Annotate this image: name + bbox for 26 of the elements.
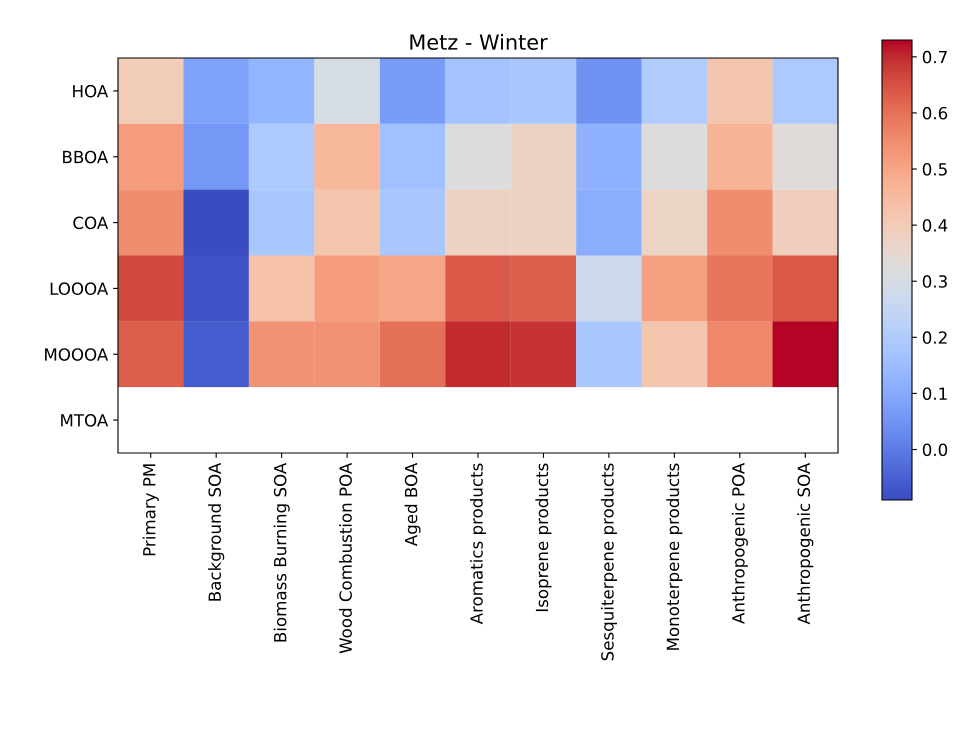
color-bar-label: 0.0 (922, 443, 948, 456)
color-bar-label: 0.1 (922, 387, 947, 400)
x-tick-label: Anthropogenic POA (732, 462, 748, 624)
color-bar-label: 0.5 (922, 162, 947, 176)
x-tick-label: Aromatics products (470, 464, 486, 624)
color-bar-label: 0.4 (922, 219, 948, 232)
y-tick-label: LOOOA (50, 282, 108, 295)
x-tick-label: Biomass Burning SOA (274, 462, 290, 642)
y-tick-label: COA (73, 216, 108, 230)
x-tick-label: Anthropogenic SOA (797, 462, 814, 624)
x-tick-label: Sesquiterpene products (600, 464, 617, 660)
y-tick-label: MOOOA (45, 348, 108, 361)
chart-title: Metz - Winter (410, 34, 548, 50)
x-tick-label: Wood Combustion POA (339, 462, 352, 654)
y-tick-label: HOA (73, 84, 108, 98)
y-tick-label: BBOA (63, 150, 108, 164)
x-tick-label: Primary PM (142, 464, 159, 556)
x-tick-label: Aged BOA (404, 462, 421, 546)
color-bar-label: 0.7 (922, 50, 947, 64)
color-bar-label: 0.3 (922, 275, 947, 288)
y-tick-label: MTOA (61, 414, 108, 427)
x-tick-label: Monoterpene products (666, 464, 682, 650)
color-bar-label: 0.6 (922, 106, 948, 120)
x-tick-label: Background SOA (208, 462, 224, 601)
color-bar-label: 0.2 (922, 331, 947, 344)
x-tick-label: Isoprene products (535, 464, 552, 612)
